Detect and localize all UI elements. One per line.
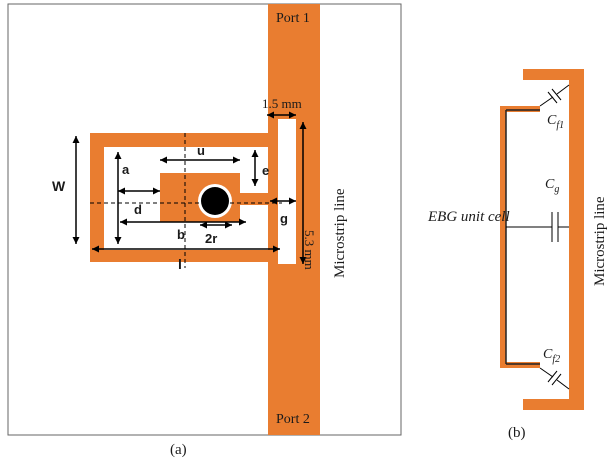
port2-label: Port 2 bbox=[276, 412, 310, 427]
caption-a: (a) bbox=[170, 442, 187, 458]
dim-l-label: l bbox=[178, 256, 182, 272]
via-core bbox=[201, 187, 229, 215]
panel-b: Cf1 Cg Cf2 EBG unit cell Microstrip line… bbox=[427, 69, 608, 441]
dim-W-label: W bbox=[52, 178, 66, 194]
dim-a-label: a bbox=[122, 162, 130, 177]
cf2-label: Cf2 bbox=[543, 347, 560, 365]
microstrip-label-b: Microstrip line bbox=[592, 196, 608, 286]
coupling-gap bbox=[278, 119, 290, 264]
dim-gap-label: 1.5 mm bbox=[262, 96, 302, 111]
capacitor-cf1 bbox=[539, 84, 570, 107]
ebg-outer-ring bbox=[90, 133, 279, 262]
panel-a: W a l b d u e 2r g 1.5 mm 5.3 mm Port 1 bbox=[7, 3, 402, 458]
coupling-arm bbox=[290, 119, 296, 264]
dim-u-label: u bbox=[197, 143, 205, 158]
cg-label: Cg bbox=[545, 177, 559, 195]
dim-e-label: e bbox=[262, 163, 269, 178]
capacitor-cg bbox=[506, 212, 569, 242]
dim-2r-label: 2r bbox=[205, 231, 217, 246]
capacitor-cf2 bbox=[539, 367, 570, 390]
microstrip-label-a: Microstrip line bbox=[332, 188, 348, 278]
microstrip-bar-b bbox=[523, 69, 584, 410]
dim-d-label: d bbox=[134, 202, 142, 217]
port1-label: Port 1 bbox=[276, 11, 310, 26]
dim-length-label: 5.3 mm bbox=[302, 230, 317, 270]
ebg-unit-label: EBG unit cell bbox=[427, 209, 510, 225]
ebg-cell-b bbox=[500, 106, 540, 368]
dim-b-label: b bbox=[177, 227, 185, 242]
cf1-label: Cf1 bbox=[547, 113, 564, 131]
dim-g-label: g bbox=[280, 211, 288, 226]
caption-b: (b) bbox=[508, 425, 526, 441]
